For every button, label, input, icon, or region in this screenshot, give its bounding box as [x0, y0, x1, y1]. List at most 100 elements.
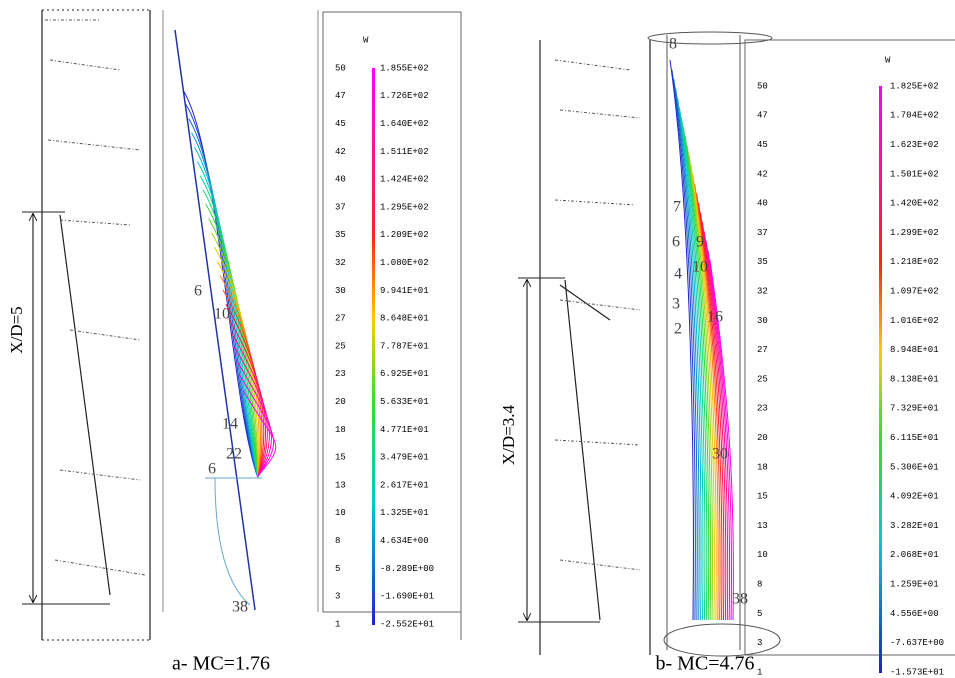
legend-level: 13 — [757, 521, 768, 531]
legend-level: 50 — [757, 81, 768, 91]
legend-value: 4.634E+00 — [380, 536, 429, 546]
legend-level: 40 — [757, 199, 768, 209]
legend-level: 8 — [757, 579, 762, 589]
legend-value: 3.282E+01 — [890, 521, 939, 531]
legend-level: 45 — [757, 140, 768, 150]
legend-level: 42 — [757, 169, 768, 179]
dimension-label: X/D=3.4 — [499, 404, 518, 465]
legend-level: 10 — [335, 508, 346, 518]
legend-value: 1.825E+02 — [890, 81, 939, 91]
legend-value: 4.092E+01 — [890, 492, 939, 502]
sketch-a — [22, 10, 150, 640]
legend-level: 18 — [757, 462, 768, 472]
caption: a- MC=1.76 — [172, 653, 270, 675]
contour-label: 3 — [672, 296, 680, 313]
legend-level: 3 — [757, 638, 762, 648]
legend-value: -7.637E+00 — [890, 638, 944, 648]
legend-value: -2.552E+01 — [380, 619, 434, 629]
contour-label: 38 — [232, 599, 248, 616]
legend-box — [323, 12, 461, 612]
figure: X/D=5 X/D=3.4 a- MC=1.76 b- MC=4.76 W 50 1… — [0, 0, 955, 678]
legend-value: 1.704E+02 — [890, 111, 939, 121]
legend-value: 1.080E+02 — [380, 258, 429, 268]
sketch-b — [518, 40, 650, 655]
legend-value: 7.329E+01 — [890, 404, 939, 414]
legend-value: 9.941E+01 — [380, 286, 429, 296]
legend-level: 27 — [757, 345, 768, 355]
contour-label: 10 — [692, 259, 708, 276]
legend-level: 30 — [757, 316, 768, 326]
legend-value: -8.289E+00 — [380, 564, 434, 574]
contour-label: 14 — [222, 416, 238, 433]
contour-label: 38 — [732, 591, 748, 608]
legend-value: -1.573E+01 — [890, 667, 944, 677]
legend-level: 47 — [335, 91, 346, 101]
legend-level: 50 — [335, 63, 346, 73]
legend-level: 15 — [335, 453, 346, 463]
legend-value: 7.787E+01 — [380, 341, 429, 351]
legend-value: 1.209E+02 — [380, 230, 429, 240]
legend-level: 32 — [335, 258, 346, 268]
legend-value: 2.617E+01 — [380, 480, 429, 490]
legend-level: 5 — [335, 564, 340, 574]
plot-b — [648, 32, 780, 656]
contour-label: 9 — [696, 234, 704, 251]
legend-value: 1.218E+02 — [890, 257, 939, 267]
legend-level: 47 — [757, 111, 768, 121]
legend-value: 1.016E+02 — [890, 316, 939, 326]
legend-value: 8.648E+01 — [380, 314, 429, 324]
legend-level: 25 — [757, 374, 768, 384]
contour-label: 2 — [674, 321, 682, 338]
legend-value: 6.115E+01 — [890, 433, 939, 443]
dimension-label: X/D=5 — [7, 306, 26, 353]
legend-value: 6.925E+01 — [380, 369, 429, 379]
legend-level: 1 — [335, 619, 340, 629]
legend-level: 45 — [335, 119, 346, 129]
legend-level: 32 — [757, 286, 768, 296]
legend-value: 2.068E+01 — [890, 550, 939, 560]
legend-level: 35 — [335, 230, 346, 240]
legend-value: 1.420E+02 — [890, 199, 939, 209]
legend-value: 1.511E+02 — [380, 147, 429, 157]
legend-title: W — [885, 55, 891, 65]
contour-label: 6 — [672, 234, 680, 251]
plot-a — [163, 10, 318, 612]
legend-value: 8.138E+01 — [890, 374, 939, 384]
caption: b- MC=4.76 — [655, 653, 754, 675]
legend-value: 1.097E+02 — [890, 286, 939, 296]
legend-level: 20 — [335, 397, 346, 407]
legend-level: 1 — [757, 667, 762, 677]
legend-value: 4.556E+00 — [890, 609, 939, 619]
legend-level: 15 — [757, 492, 768, 502]
legend-level: 8 — [335, 536, 340, 546]
legend-value: 1.424E+02 — [380, 175, 429, 185]
legend-level: 30 — [335, 286, 346, 296]
legend-value: 1.259E+01 — [890, 579, 939, 589]
legend-value: 1.299E+02 — [890, 228, 939, 238]
legend-level: 37 — [335, 202, 346, 212]
legend-level: 23 — [757, 404, 768, 414]
contour-label: 4 — [674, 266, 682, 283]
legend-level: 3 — [335, 592, 340, 602]
legend-level: 18 — [335, 425, 346, 435]
legend-level: 42 — [335, 147, 346, 157]
legend-level: 13 — [335, 480, 346, 490]
legend-level: 5 — [757, 609, 762, 619]
legend-level: 20 — [757, 433, 768, 443]
contour-label: 6 — [208, 461, 216, 478]
legend-value: 1.501E+02 — [890, 169, 939, 179]
contour-label: 22 — [226, 446, 242, 463]
contour-label: 7 — [673, 199, 681, 216]
contour-label: 16 — [707, 309, 723, 326]
legend-value: 8.948E+01 — [890, 345, 939, 355]
legend-value: -1.690E+01 — [380, 592, 434, 602]
legend-level: 35 — [757, 257, 768, 267]
contour-line — [205, 478, 262, 605]
contour-label: 10 — [214, 306, 230, 323]
legend-level: 25 — [335, 341, 346, 351]
legend-value: 5.633E+01 — [380, 397, 429, 407]
contour-label: 30 — [712, 446, 728, 463]
legend-value: 4.771E+01 — [380, 425, 429, 435]
legend-level: 37 — [757, 228, 768, 238]
legend-value: 1.640E+02 — [380, 119, 429, 129]
